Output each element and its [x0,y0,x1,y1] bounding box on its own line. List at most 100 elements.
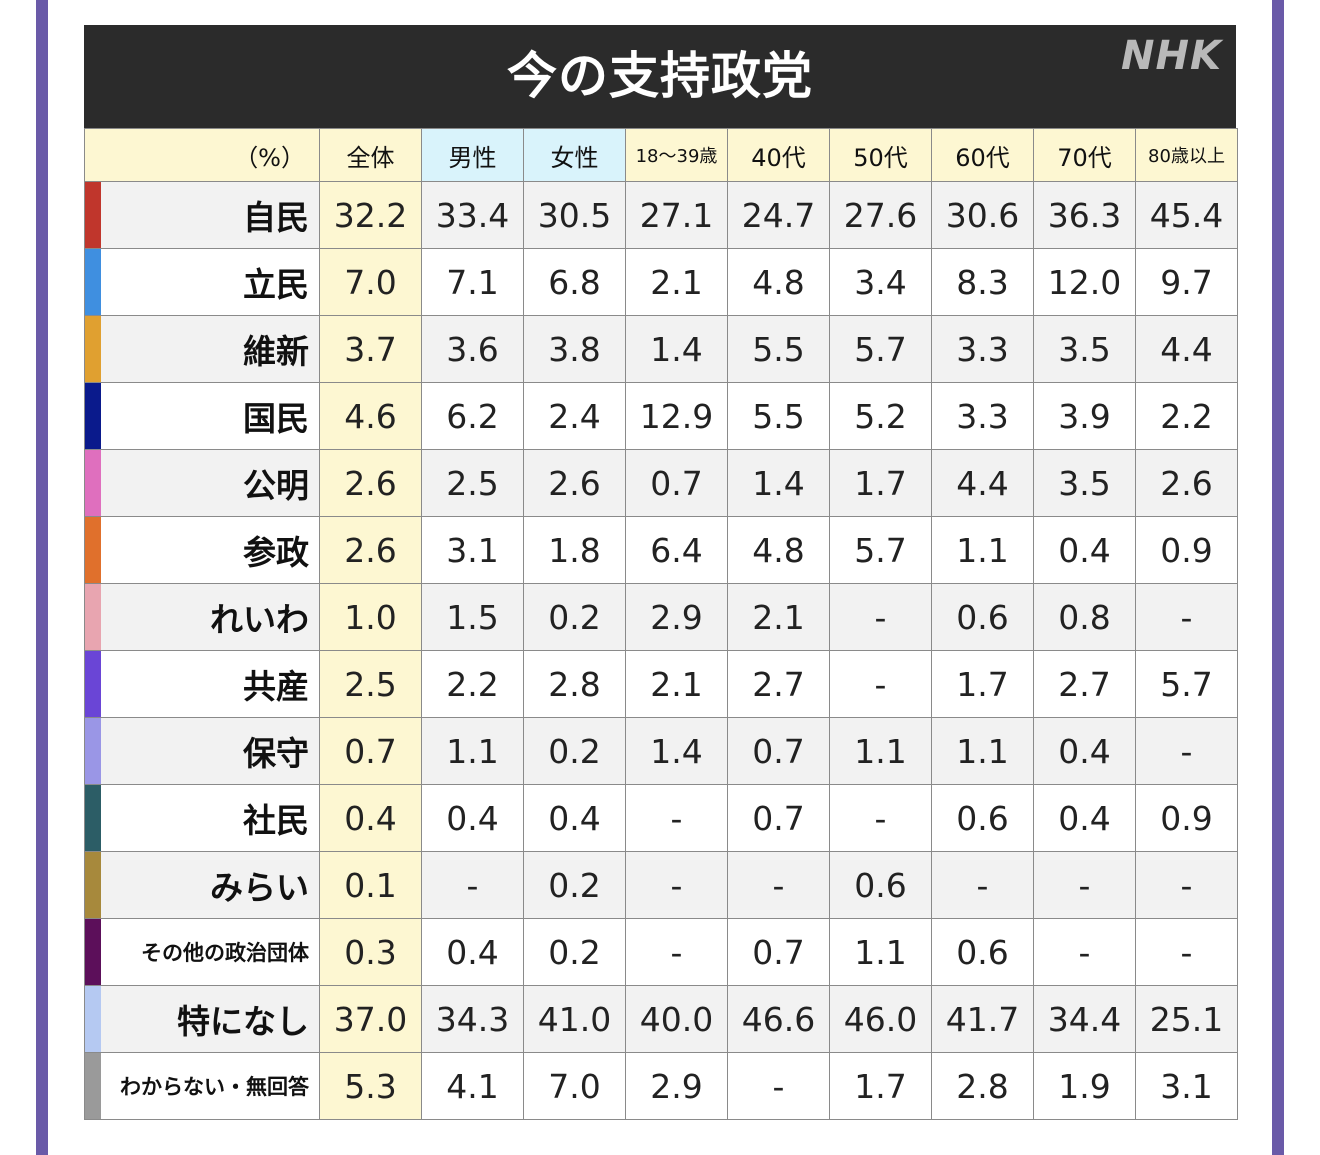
value-cell: 2.6 [523,449,626,517]
value-cell: 5.5 [727,315,830,383]
value-cell: 2.5 [319,650,422,718]
value-cell: 0.2 [523,851,626,919]
table-row: 立民 7.0 7.1 6.8 2.1 4.8 3.4 8.3 12.0 9.7 [84,248,1238,316]
party-name-cell: 国民 [84,382,320,450]
chart-title: 今の支持政党 [507,47,813,105]
value-cell: 4.4 [931,449,1034,517]
value-cell: - [727,851,830,919]
value-cell: 2.5 [421,449,524,517]
value-cell: 5.7 [829,315,932,383]
party-name-cell: みらい [84,851,320,919]
value-cell: 32.2 [319,181,422,249]
value-cell: 1.1 [829,918,932,986]
party-color-swatch [85,584,101,650]
value-cell: 2.8 [523,650,626,718]
value-cell: 1.9 [1033,1052,1136,1120]
value-cell: 1.1 [829,717,932,785]
party-name: 公明 [243,466,309,505]
value-cell: 7.0 [319,248,422,316]
value-cell: 3.3 [931,382,1034,450]
value-cell: 2.1 [625,248,728,316]
value-cell: - [829,650,932,718]
value-cell: 0.7 [727,784,830,852]
party-name: 保守 [243,734,309,773]
party-color-swatch [85,182,101,248]
value-cell: 3.4 [829,248,932,316]
party-name-cell: 自民 [84,181,320,249]
value-cell: - [1135,851,1238,919]
value-cell: 37.0 [319,985,422,1053]
right-frame-border [1272,0,1284,1155]
party-name-cell: 特になし [84,985,320,1053]
value-cell: 0.4 [1033,784,1136,852]
column-header: 40代 [727,128,830,182]
column-header: 60代 [931,128,1034,182]
table-row: 共産 2.5 2.2 2.8 2.1 2.7-1.7 2.7 5.7 [84,650,1238,718]
table-row: わからない・無回答 5.3 4.1 7.0 2.9-1.7 2.8 1.9 3.1 [84,1052,1238,1120]
value-cell: 0.8 [1033,583,1136,651]
party-name-cell: 共産 [84,650,320,718]
value-cell: 0.4 [421,918,524,986]
value-cell: 0.2 [523,918,626,986]
value-cell: 2.1 [727,583,830,651]
value-cell: - [1135,918,1238,986]
value-cell: - [1033,851,1136,919]
value-cell: - [625,784,728,852]
column-header: 18〜39歳 [625,128,728,182]
value-cell: 4.6 [319,382,422,450]
value-cell: 6.4 [625,516,728,584]
value-cell: - [727,1052,830,1120]
value-cell: 0.3 [319,918,422,986]
party-color-swatch [85,249,101,315]
value-cell: 0.9 [1135,516,1238,584]
value-cell: 0.4 [319,784,422,852]
value-cell: 30.6 [931,181,1034,249]
value-cell: 6.8 [523,248,626,316]
party-name: みらい [210,868,309,907]
value-cell: 3.3 [931,315,1034,383]
value-cell: 3.9 [1033,382,1136,450]
party-color-swatch [85,1053,101,1119]
table-header-bar: 今の支持政党 NHK [84,25,1236,128]
value-cell: 0.7 [625,449,728,517]
value-cell: 41.7 [931,985,1034,1053]
table-row: 特になし 37.0 34.3 41.0 40.0 46.6 46.0 41.7 34.4 25.1 [84,985,1238,1053]
value-cell: 5.3 [319,1052,422,1120]
value-cell: - [625,918,728,986]
value-cell: 8.3 [931,248,1034,316]
table-row: その他の政治団体 0.3 0.4 0.2-0.7 1.1 0.6- - [84,918,1238,986]
party-name-cell: 維新 [84,315,320,383]
party-color-swatch [85,986,101,1052]
party-name: その他の政治団体 [141,941,309,965]
column-header: 70代 [1033,128,1136,182]
value-cell: 33.4 [421,181,524,249]
value-cell: 41.0 [523,985,626,1053]
value-cell: 7.0 [523,1052,626,1120]
table-row: 自民 32.2 33.4 30.5 27.1 24.7 27.6 30.6 36.3 45.4 [84,181,1238,249]
value-cell: 3.7 [319,315,422,383]
value-cell: 2.2 [1135,382,1238,450]
value-cell: 3.5 [1033,449,1136,517]
value-cell: 0.6 [931,918,1034,986]
party-name: 参政 [243,533,309,572]
value-cell: 0.2 [523,717,626,785]
value-cell: 2.7 [1033,650,1136,718]
value-cell: 46.6 [727,985,830,1053]
party-name: 共産 [243,667,309,706]
party-color-swatch [85,383,101,449]
value-cell: 1.8 [523,516,626,584]
value-cell: 34.4 [1033,985,1136,1053]
value-cell: 4.4 [1135,315,1238,383]
value-cell: 1.4 [625,717,728,785]
value-cell: 2.9 [625,583,728,651]
value-cell: 27.6 [829,181,932,249]
value-cell: 3.1 [421,516,524,584]
value-cell: 27.1 [625,181,728,249]
column-header-row: （%） 全体 男性 女性 18〜39歳 40代 50代 60代 70代 80歳以上 [84,128,1238,182]
column-header: 男性 [421,128,524,182]
value-cell: 1.7 [829,449,932,517]
value-cell: 3.1 [1135,1052,1238,1120]
value-cell: 2.9 [625,1052,728,1120]
table-row: れいわ 1.0 1.5 0.2 2.9 2.1-0.6 0.8- [84,583,1238,651]
party-color-swatch [85,852,101,918]
